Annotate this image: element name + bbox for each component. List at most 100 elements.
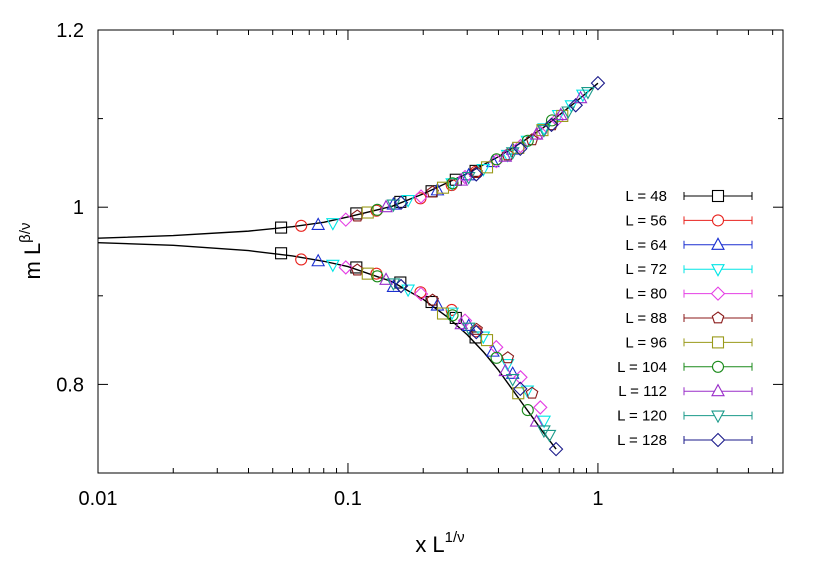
data-point xyxy=(533,400,548,415)
data-point xyxy=(468,167,484,182)
data-point xyxy=(350,263,364,276)
data-point xyxy=(386,279,401,292)
data-point xyxy=(325,218,340,231)
data-point xyxy=(470,322,483,335)
legend-label: L = 104 xyxy=(617,359,667,376)
data-point xyxy=(413,189,429,204)
data-point xyxy=(520,135,535,149)
data-point xyxy=(476,164,491,177)
data-point xyxy=(370,204,383,217)
legend-label: L = 48 xyxy=(625,188,667,205)
x-tick-label: 1 xyxy=(592,488,603,510)
data-point xyxy=(275,247,288,260)
x-axis-title-main: x L xyxy=(415,532,444,557)
data-point xyxy=(512,381,528,397)
legend-item: L = 104 xyxy=(617,359,753,376)
legend-marker xyxy=(711,189,725,203)
legend-item: L = 128 xyxy=(617,432,753,449)
plot-frame xyxy=(97,29,784,474)
legend-label: L = 128 xyxy=(617,432,667,449)
data-point xyxy=(561,106,576,120)
x-axis-title-exponent: 1/ν xyxy=(445,529,465,546)
data-point xyxy=(490,153,503,166)
data-point xyxy=(512,141,528,157)
data-point xyxy=(436,307,450,320)
legend-marker xyxy=(711,360,725,373)
data-point xyxy=(338,260,354,275)
data-point xyxy=(480,161,494,174)
fit-curve-upper xyxy=(97,82,599,239)
legend-marker xyxy=(711,336,725,349)
data-point xyxy=(311,217,326,230)
data-point xyxy=(401,284,416,298)
data-point xyxy=(393,195,409,211)
data-point xyxy=(568,98,584,113)
data-point xyxy=(461,172,476,185)
data-point xyxy=(361,267,374,280)
data-point xyxy=(498,149,513,162)
data-point xyxy=(476,331,491,345)
data-point xyxy=(536,425,551,439)
data-point xyxy=(445,307,460,321)
data-point xyxy=(371,270,384,283)
legend-marker xyxy=(710,286,726,301)
data-point xyxy=(480,334,494,347)
data-point xyxy=(513,138,528,154)
y-axis-title: m Lβ/ν xyxy=(17,223,45,280)
y-axis-title-exponent: β/ν xyxy=(17,223,34,243)
data-point xyxy=(537,415,552,429)
axis-ticks: 0.01 0.1 1 0.8 1 1.2 xyxy=(56,20,783,510)
legend-item: L = 96 xyxy=(625,334,753,351)
legend-marker xyxy=(711,214,725,227)
data-point xyxy=(338,212,354,227)
data-point xyxy=(512,387,525,400)
data-point xyxy=(311,253,326,267)
legend-label: L = 120 xyxy=(617,408,667,425)
legend: L = 48 L = 56 L = 64 L = 72 L = 80 L = 88 L = … xyxy=(617,188,753,449)
data-point xyxy=(548,441,564,457)
data-point xyxy=(461,322,476,336)
data-point xyxy=(454,172,469,186)
data-point xyxy=(490,351,503,364)
data-point xyxy=(505,374,520,387)
data-point xyxy=(505,147,520,160)
legend-label: L = 112 xyxy=(618,383,667,400)
data-point xyxy=(386,196,401,210)
x-tick-label: 0.1 xyxy=(334,488,362,510)
data-point xyxy=(488,339,504,355)
data-point xyxy=(529,413,544,427)
data-point xyxy=(513,370,528,385)
data-point xyxy=(525,386,539,399)
data-point xyxy=(446,177,459,190)
data-point xyxy=(536,125,551,138)
data-point xyxy=(379,199,393,213)
data-point xyxy=(498,363,513,377)
y-tick-label: 1.2 xyxy=(56,20,84,42)
legend-item: L = 48 xyxy=(625,188,753,205)
data-point xyxy=(468,324,484,340)
data-point xyxy=(295,219,308,232)
data-point xyxy=(371,203,384,216)
y-tick-label: 1 xyxy=(73,197,84,219)
data-point xyxy=(445,178,460,191)
data-point xyxy=(275,221,288,234)
data-point xyxy=(295,253,308,266)
data-point xyxy=(521,134,534,147)
data-point xyxy=(537,123,552,136)
data-point xyxy=(581,86,595,100)
data-points xyxy=(275,75,606,457)
data-point xyxy=(430,182,445,196)
data-point xyxy=(545,114,559,127)
data-point xyxy=(544,117,559,133)
x-tick-label: 0.01 xyxy=(79,488,118,510)
data-point xyxy=(529,126,544,140)
data-point xyxy=(386,199,401,213)
legend-label: L = 64 xyxy=(625,237,667,254)
legend-label: L = 72 xyxy=(625,261,667,278)
data-point xyxy=(393,278,409,294)
data-point xyxy=(325,259,340,273)
legend-label: L = 80 xyxy=(625,286,667,303)
legend-item: L = 80 xyxy=(625,286,753,303)
data-point xyxy=(361,206,374,219)
